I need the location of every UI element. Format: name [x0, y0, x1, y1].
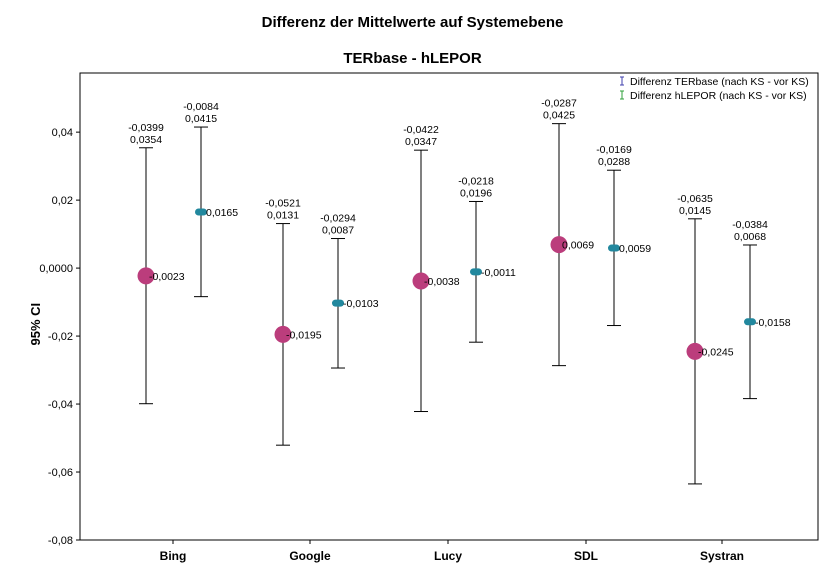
mean-label: -0,0158: [755, 317, 791, 329]
chart-title: Differenz der Mittelwerte auf Systemeben…: [261, 14, 564, 31]
mean-label: 0,0059: [619, 243, 651, 255]
ci-upper-label: 0,0131: [267, 210, 299, 222]
chart-subtitle: TERbase - hLEPOR: [343, 50, 482, 67]
y-tick-label: -0,02: [48, 331, 73, 343]
x-tick-label: Systran: [700, 549, 744, 563]
y-axis-title: 95% CI: [28, 303, 43, 346]
ci-lower-label: -0,0399: [128, 122, 164, 134]
y-tick-label: 0,04: [52, 127, 73, 139]
x-tick-label: Google: [289, 549, 331, 563]
ci-upper-label: 0,0288: [598, 156, 630, 168]
y-tick-label: -0,08: [48, 535, 73, 547]
mean-marker: [195, 208, 207, 216]
mean-label: -0,0245: [698, 346, 734, 358]
ci-upper-label: 0,0425: [543, 110, 575, 122]
mean-label: -0,0011: [481, 267, 516, 279]
x-axis: Bing Google Lucy SDL Systran: [160, 540, 744, 563]
mean-label: 0,0165: [206, 207, 238, 219]
plot-frame: [79, 72, 819, 541]
legend: Differenz TERbase (nach KS - vor KS) Diff…: [620, 76, 809, 102]
ci-lower-label: -0,0287: [541, 98, 577, 110]
ci-upper-label: 0,0196: [460, 187, 492, 199]
ci-upper-label: 0,0145: [679, 205, 711, 217]
mean-label: -0,0038: [424, 276, 460, 288]
mean-marker: [412, 272, 430, 290]
plot-area: [79, 72, 819, 541]
legend-label: Differenz hLEPOR (nach KS - vor KS): [630, 90, 807, 102]
mean-label: -0,0023: [149, 271, 185, 283]
ci-upper-label: 0,0347: [405, 136, 437, 148]
mean-marker: [274, 325, 292, 343]
ci-lower-label: -0,0635: [677, 193, 713, 205]
mean-marker: [332, 299, 344, 307]
mean-marker: [608, 244, 620, 252]
ci-lower-label: -0,0084: [183, 101, 219, 113]
ci-upper-label: 0,0087: [322, 225, 354, 237]
mean-label: 0,0069: [562, 240, 594, 252]
y-tick-label: 0,0000: [39, 263, 73, 275]
ci-lower-label: -0,0218: [458, 175, 494, 187]
x-tick-label: SDL: [574, 549, 598, 563]
mean-marker: [744, 318, 756, 326]
x-tick-label: Lucy: [434, 549, 462, 563]
mean-marker: [686, 342, 704, 360]
mean-marker: [470, 268, 482, 276]
ci-upper-label: 0,0415: [185, 113, 217, 125]
y-tick-label: 0,02: [52, 195, 73, 207]
ci-upper-label: 0,0068: [734, 231, 766, 243]
ci-upper-label: 0,0354: [130, 134, 162, 146]
ci-lower-label: -0,0422: [403, 124, 439, 136]
y-tick-label: -0,04: [48, 399, 73, 411]
ci-lower-label: -0,0294: [320, 213, 356, 225]
y-tick-label: -0,06: [48, 467, 73, 479]
mean-marker: [137, 267, 155, 285]
y-axis: 0,04 0,02 0,0000 -0,02 -0,04 -0,06 -0,08: [39, 127, 80, 547]
ci-lower-label: -0,0384: [732, 219, 768, 231]
mean-marker: [550, 236, 568, 254]
x-tick-label: Bing: [160, 549, 187, 563]
mean-label: -0,0103: [343, 298, 379, 310]
ci-lower-label: -0,0521: [265, 198, 301, 210]
legend-label: Differenz TERbase (nach KS - vor KS): [630, 76, 809, 88]
mean-label: -0,0195: [286, 329, 322, 341]
ci-lower-label: -0,0169: [596, 144, 632, 156]
